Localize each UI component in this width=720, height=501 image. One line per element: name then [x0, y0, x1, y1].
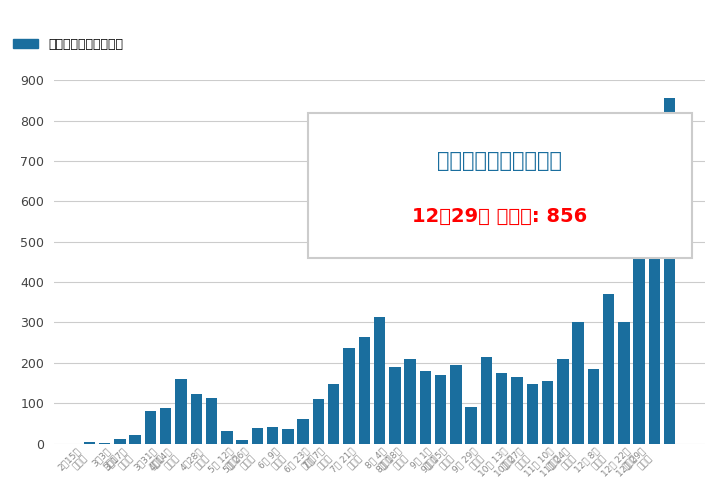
- Bar: [328, 384, 339, 443]
- Bar: [420, 371, 431, 443]
- Bar: [465, 407, 477, 443]
- Bar: [251, 428, 263, 443]
- Bar: [267, 427, 279, 443]
- Bar: [572, 323, 584, 443]
- FancyBboxPatch shape: [308, 113, 692, 258]
- Bar: [359, 337, 370, 443]
- Bar: [389, 367, 400, 443]
- Bar: [496, 373, 508, 443]
- Bar: [588, 369, 599, 443]
- Bar: [450, 365, 462, 443]
- Bar: [664, 98, 675, 443]
- Bar: [435, 375, 446, 443]
- Bar: [649, 215, 660, 443]
- Text: 12月29日 火曜日: 856: 12月29日 火曜日: 856: [413, 206, 588, 225]
- Bar: [312, 399, 324, 443]
- Bar: [282, 429, 294, 443]
- Bar: [160, 408, 171, 443]
- Bar: [541, 381, 553, 443]
- Text: 毎週火曜の新規陽性者: 毎週火曜の新規陽性者: [438, 151, 562, 171]
- Bar: [374, 317, 385, 443]
- Bar: [221, 431, 233, 443]
- Bar: [511, 377, 523, 443]
- Bar: [343, 348, 355, 443]
- Bar: [618, 323, 629, 443]
- Bar: [526, 384, 538, 443]
- Bar: [114, 439, 126, 443]
- Bar: [130, 435, 141, 443]
- Bar: [405, 359, 415, 443]
- Bar: [557, 359, 569, 443]
- Bar: [191, 394, 202, 443]
- Legend: 毎週火曜の新規陽性者: 毎週火曜の新規陽性者: [9, 33, 128, 56]
- Bar: [481, 357, 492, 443]
- Bar: [297, 419, 309, 443]
- Bar: [603, 294, 614, 443]
- Bar: [145, 411, 156, 443]
- Bar: [634, 257, 645, 443]
- Bar: [236, 440, 248, 443]
- Bar: [175, 379, 186, 443]
- Bar: [206, 398, 217, 443]
- Bar: [84, 442, 95, 443]
